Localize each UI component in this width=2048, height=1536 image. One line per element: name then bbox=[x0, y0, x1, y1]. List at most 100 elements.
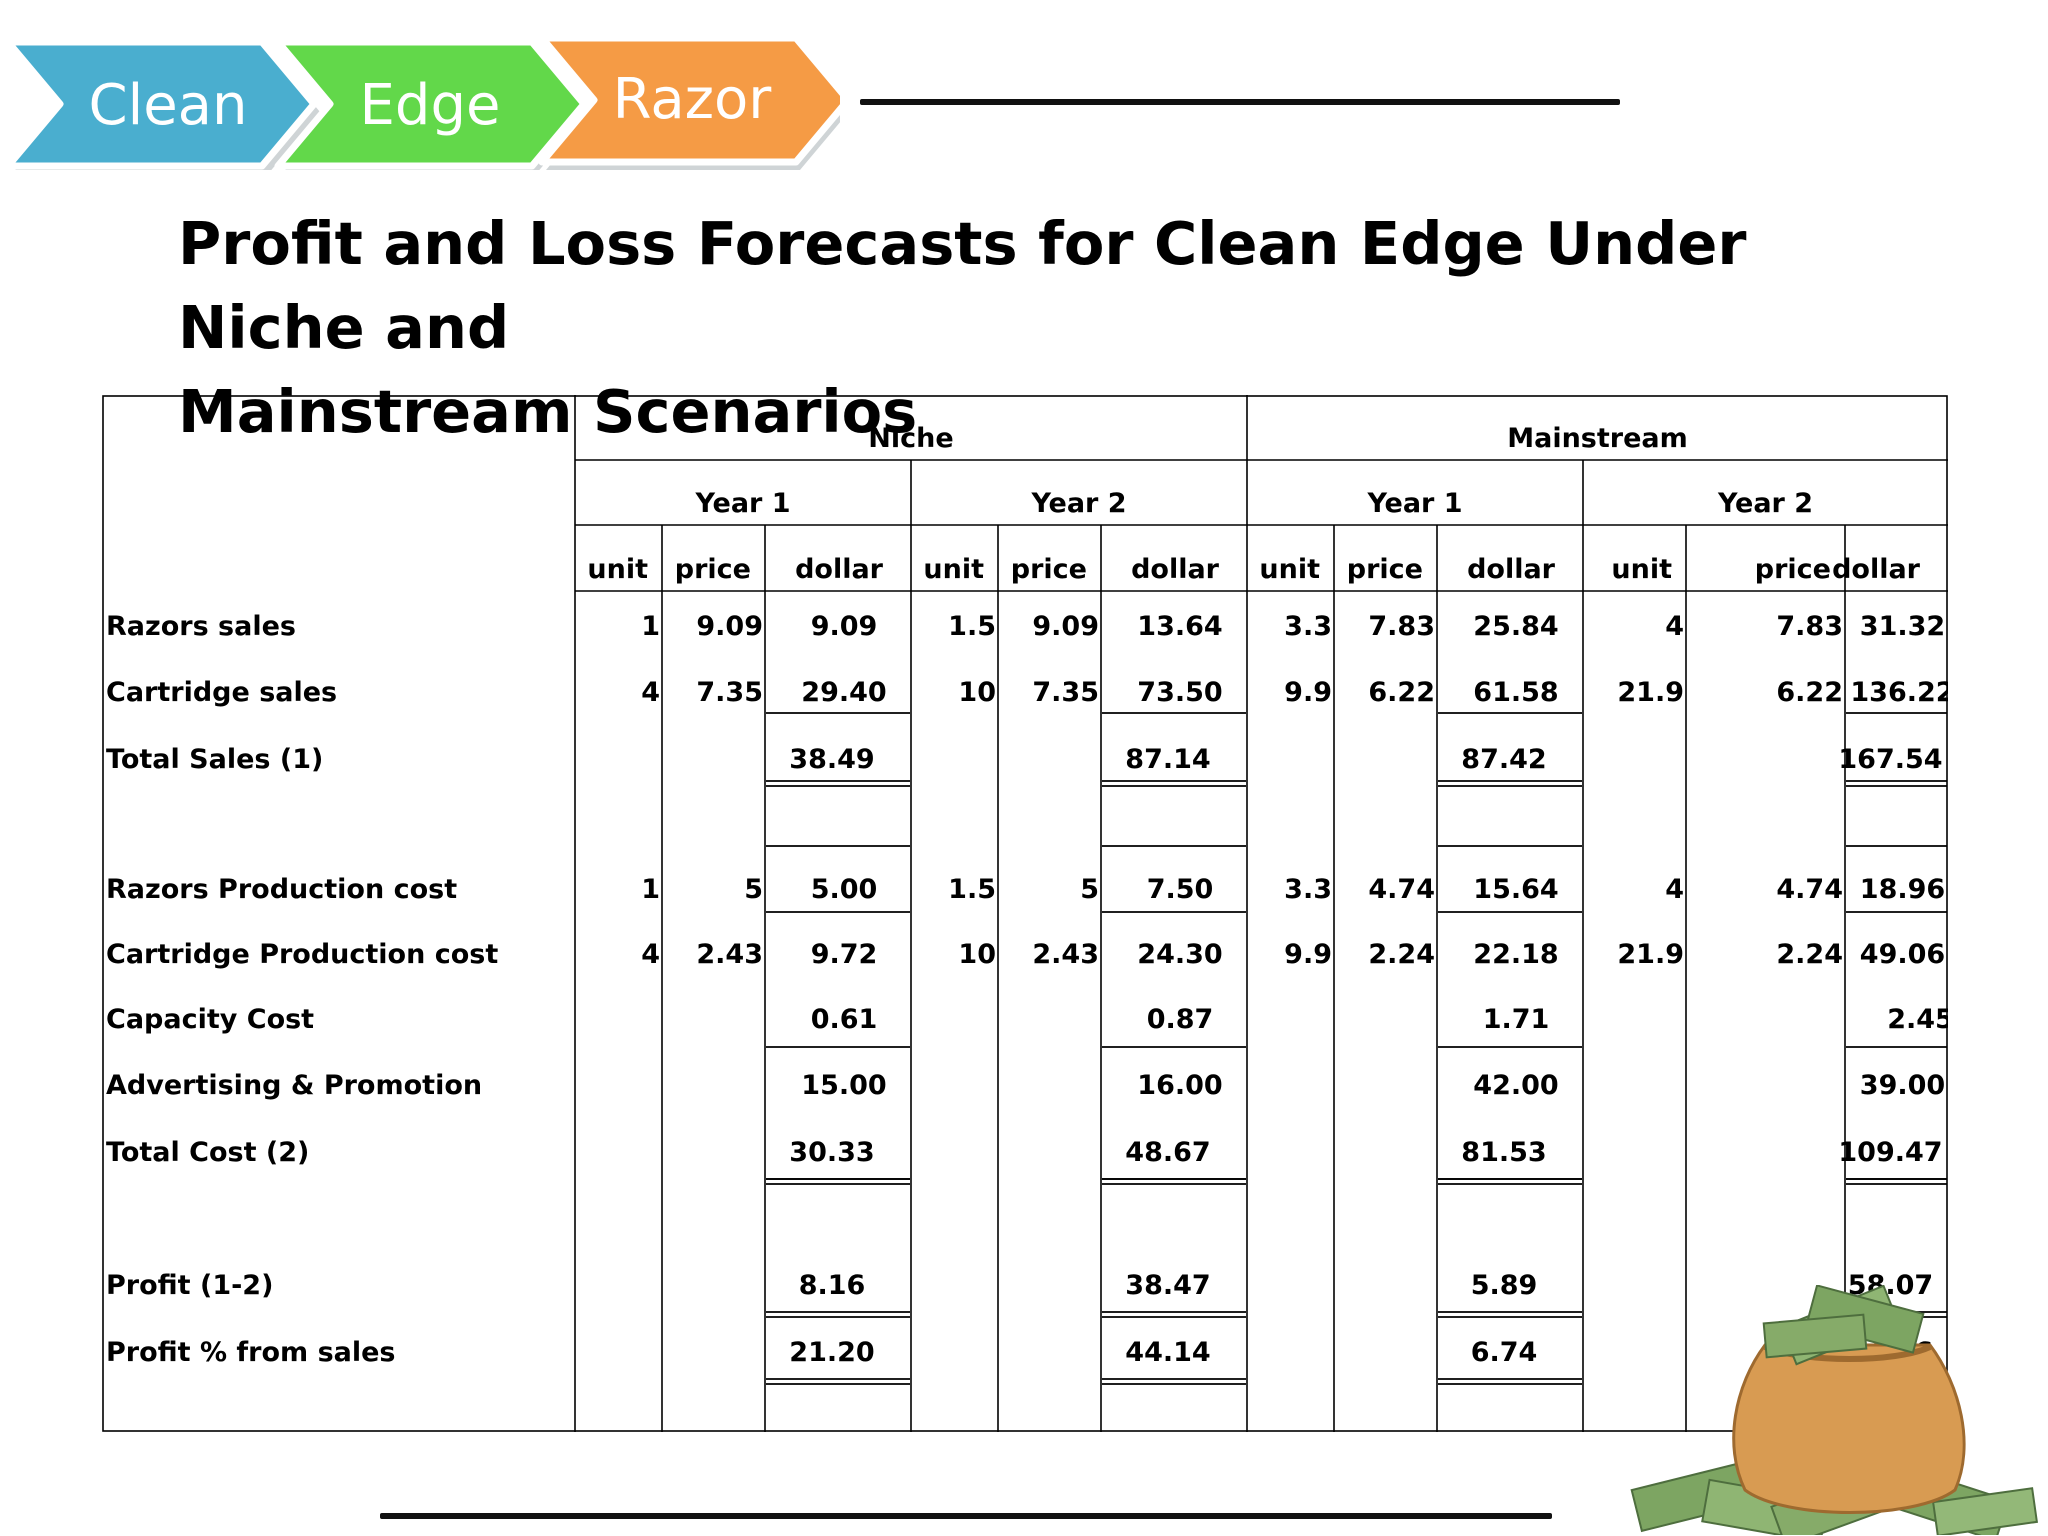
table-cell: 42.00 bbox=[1473, 1070, 1558, 1101]
table-cell: 39.00 bbox=[1860, 1070, 1945, 1101]
table-cell: 15.00 bbox=[801, 1070, 886, 1101]
table-cell: 2.45 bbox=[1887, 1004, 1948, 1035]
row-label: Profit % from sales bbox=[106, 1337, 396, 1368]
table-cell: 5.89 bbox=[1471, 1270, 1538, 1301]
row-label: Capacity Cost bbox=[106, 1004, 314, 1035]
table-cell: 87.14 bbox=[1125, 744, 1210, 775]
table-cell: 2.24 bbox=[1776, 939, 1843, 970]
table-cell: 4 bbox=[1665, 874, 1684, 905]
row-label: Cartridge sales bbox=[106, 677, 337, 708]
header-unit: unit bbox=[587, 554, 648, 585]
page-title: Profit and Loss Forecasts for Clean Edge… bbox=[178, 202, 1878, 454]
logo-label-razor: Razor bbox=[613, 67, 773, 132]
table-cell: 109.47 bbox=[1838, 1137, 1942, 1168]
table-cell: 15.64 bbox=[1473, 874, 1558, 905]
table-cell: 10 bbox=[958, 939, 996, 970]
header-year: Year 1 bbox=[694, 488, 790, 519]
table-cell: 18.96 bbox=[1860, 874, 1945, 905]
header-year: Year 2 bbox=[1717, 488, 1813, 519]
table-cell: 9.9 bbox=[1284, 939, 1332, 970]
table-cell: 29.40 bbox=[801, 677, 886, 708]
table-cell: 10 bbox=[958, 677, 996, 708]
table-cell: 38.47 bbox=[1125, 1270, 1210, 1301]
row-label: Razors Production cost bbox=[106, 874, 457, 905]
table-cell: 8.16 bbox=[799, 1270, 866, 1301]
table-cell: 2.43 bbox=[696, 939, 763, 970]
header-dollar: dollar bbox=[1467, 554, 1556, 585]
table-cell: 4.74 bbox=[1368, 874, 1435, 905]
table-cell: 1 bbox=[641, 611, 660, 642]
table-cell: 5.00 bbox=[811, 874, 878, 905]
table-cell: 1.5 bbox=[948, 874, 996, 905]
table-cell: 21.20 bbox=[789, 1337, 874, 1368]
table-cell: 25.84 bbox=[1473, 611, 1558, 642]
bag bbox=[1732, 1285, 1966, 1514]
row-label: Cartridge Production cost bbox=[106, 939, 498, 970]
logo-step-razor bbox=[538, 34, 840, 166]
table-cell: 61.58 bbox=[1473, 677, 1558, 708]
logo-label-clean: Clean bbox=[89, 73, 248, 138]
logo-step-edge bbox=[274, 38, 588, 170]
row-label: Advertising & Promotion bbox=[106, 1070, 482, 1101]
table-cell: 3.3 bbox=[1284, 874, 1332, 905]
table-cell: 4.74 bbox=[1776, 874, 1843, 905]
table-cell: 49.06 bbox=[1860, 939, 1945, 970]
table-cell: 24.30 bbox=[1137, 939, 1222, 970]
money-bag-icon bbox=[1630, 1285, 2039, 1535]
table-cell: 21.9 bbox=[1617, 939, 1684, 970]
logo-step-clean bbox=[4, 38, 318, 170]
clean-edge-razor-logo: Clean Edge Razor bbox=[4, 34, 840, 170]
table-cell: 7.83 bbox=[1368, 611, 1435, 642]
table-cell: 1.71 bbox=[1483, 1004, 1550, 1035]
footer-rule bbox=[380, 1513, 1552, 1519]
table-cell: 38.49 bbox=[789, 744, 874, 775]
header-unit: unit bbox=[1259, 554, 1320, 585]
table-cell: 81.53 bbox=[1461, 1137, 1546, 1168]
table-cell: 167.54 bbox=[1838, 744, 1942, 775]
table-cell: 2.24 bbox=[1368, 939, 1435, 970]
row-label: Razors sales bbox=[106, 611, 296, 642]
table-cell: 5 bbox=[744, 874, 763, 905]
table-border bbox=[102, 395, 1948, 1432]
table-cell: 21.9 bbox=[1617, 677, 1684, 708]
table-cell: 1 bbox=[641, 874, 660, 905]
table-cell: 7.50 bbox=[1147, 874, 1214, 905]
table-cell: 5 bbox=[1080, 874, 1099, 905]
header-unit: unit bbox=[923, 554, 984, 585]
row-label: Total Cost (2) bbox=[106, 1137, 309, 1168]
title-line-1: Profit and Loss Forecasts for Clean Edge… bbox=[178, 209, 1747, 362]
header-rule bbox=[860, 99, 1620, 105]
table-cell: 6.22 bbox=[1776, 677, 1843, 708]
header-dollar: dollar bbox=[1131, 554, 1220, 585]
header-price: price bbox=[675, 554, 751, 585]
table-cell: 3.3 bbox=[1284, 611, 1332, 642]
table-cell: 22.18 bbox=[1473, 939, 1558, 970]
table-cell: 13.64 bbox=[1137, 611, 1222, 642]
header-year: Year 1 bbox=[1366, 488, 1462, 519]
table-cell: 1.5 bbox=[948, 611, 996, 642]
table-cell: 30.33 bbox=[789, 1137, 874, 1168]
header-price: price bbox=[1347, 554, 1423, 585]
logo-label-edge: Edge bbox=[360, 73, 501, 138]
table-cell: 7.35 bbox=[696, 677, 763, 708]
header-dollar: dollar bbox=[1832, 554, 1921, 585]
table-cell: 16.00 bbox=[1137, 1070, 1222, 1101]
table-cell: 87.42 bbox=[1461, 744, 1546, 775]
table-cell: 136.22 bbox=[1850, 677, 1948, 708]
row-label: Profit (1-2) bbox=[106, 1270, 273, 1301]
table-cell: 0.87 bbox=[1147, 1004, 1214, 1035]
table-cell: 9.09 bbox=[811, 611, 878, 642]
table-cell: 9.72 bbox=[811, 939, 878, 970]
header-mainstream: Mainstream bbox=[1507, 423, 1688, 454]
profit-loss-table: Niche Mainstream Year 1 Year 2 Year 1 Year 2 u… bbox=[102, 395, 1948, 1432]
header-niche: Niche bbox=[868, 423, 953, 454]
table-cell: 31.32 bbox=[1860, 611, 1945, 642]
table-cell: 4 bbox=[641, 939, 660, 970]
title-line-2: Mainstream Scenarios bbox=[178, 377, 918, 446]
table-cell: 9.09 bbox=[696, 611, 763, 642]
table-cell: 4 bbox=[1665, 611, 1684, 642]
header-price: price bbox=[1011, 554, 1087, 585]
table-cell: 9.09 bbox=[1032, 611, 1099, 642]
table-cell: 48.67 bbox=[1125, 1137, 1210, 1168]
table-cell: 6.74 bbox=[1471, 1337, 1538, 1368]
